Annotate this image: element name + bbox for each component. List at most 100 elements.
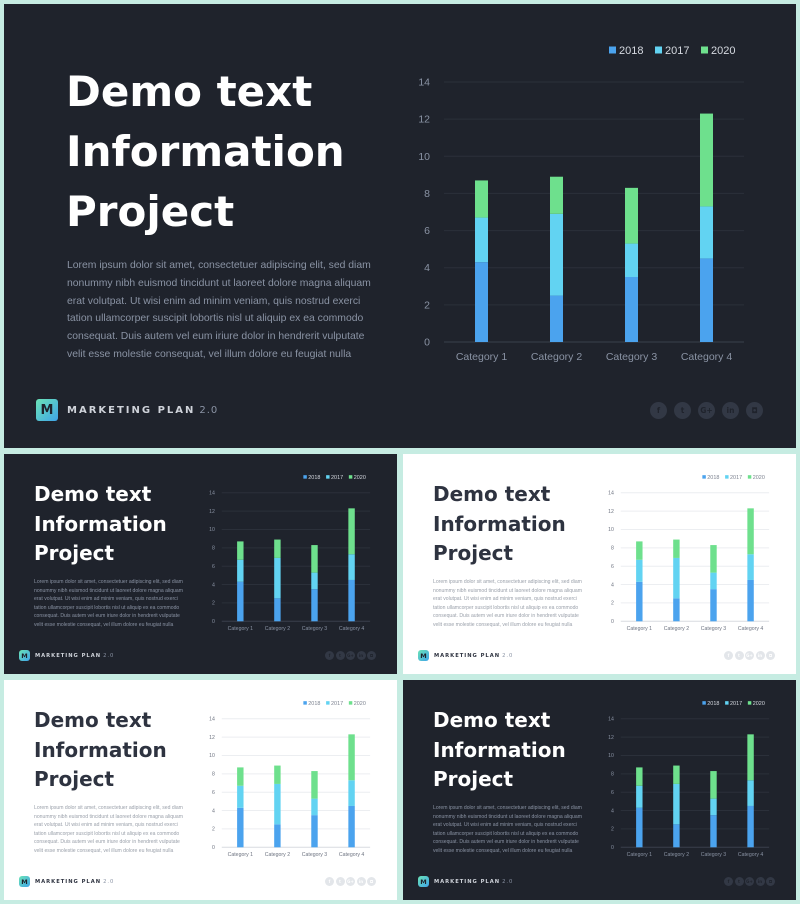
slide-title: Demo text Information Project [34, 706, 167, 795]
y-tick-label: 0 [212, 619, 215, 625]
linkedin-icon[interactable]: in [755, 877, 765, 886]
linkedin-icon[interactable]: in [356, 877, 366, 886]
legend-label: 2018 [619, 45, 643, 57]
bar-segment [747, 579, 754, 622]
bar-segment [237, 785, 244, 808]
twitter-icon[interactable]: t [734, 651, 744, 660]
google-plus-icon[interactable]: G+ [346, 651, 355, 660]
slide-thumbnail-light[interactable]: Demo text Information Project Lorem ipsu… [4, 680, 397, 900]
bar-segment [710, 815, 717, 848]
logo-icon: M [418, 876, 429, 887]
brand: M MARKETING PLAN 2.0 [36, 399, 218, 421]
y-tick-label: 6 [424, 225, 430, 237]
twitter-icon[interactable]: t [734, 877, 744, 886]
bar-chart: 0 2 4 6 8 10 12 14 Category 1 Category 2 Category … [209, 475, 371, 632]
twitter-icon[interactable]: t [335, 651, 345, 660]
x-tick-label: Category 3 [701, 852, 726, 858]
bar-segment [237, 541, 244, 560]
facebook-icon[interactable]: f [724, 651, 733, 660]
bar-segment [625, 187, 638, 244]
logo-icon: M [19, 650, 30, 661]
legend-swatch [701, 46, 708, 54]
brand-version: 2.0 [199, 404, 219, 416]
title-line: Information [433, 737, 566, 762]
bar-segment [710, 589, 717, 622]
title-line: Demo text [433, 708, 551, 732]
brand-version: 2.0 [502, 878, 514, 885]
slide-thumbnail-light[interactable]: Demo text Information Project Lorem ipsu… [403, 454, 796, 674]
bar-segment [710, 572, 717, 590]
legend-swatch [655, 46, 662, 54]
legend-swatch [702, 701, 706, 705]
brand-name: MARKETING PLAN 2.0 [434, 878, 514, 885]
body-paragraph: Lorem ipsum dolor sit amet, consectetuer… [433, 805, 582, 854]
facebook-icon[interactable]: f [650, 402, 667, 419]
legend-swatch [725, 701, 729, 705]
bar-segment [625, 243, 638, 277]
bar-segment [710, 798, 717, 816]
linkedin-icon[interactable]: in [722, 402, 739, 419]
title-line: Demo text [66, 67, 313, 116]
slide-thumbnail-dark[interactable]: Demo text Information Project Lorem ipsu… [403, 680, 796, 900]
brand-name: MARKETING PLAN 2.0 [434, 652, 514, 659]
legend-swatch [348, 475, 353, 479]
logo-icon: M [19, 876, 30, 887]
y-tick-label: 14 [209, 490, 215, 496]
legend-swatch [747, 701, 752, 705]
linkedin-icon[interactable]: in [356, 651, 366, 660]
bar-segment [625, 277, 638, 342]
google-plus-icon[interactable]: G+ [346, 877, 355, 886]
title-line: Project [66, 187, 235, 236]
y-tick-label: 8 [212, 546, 215, 552]
bar-segment [636, 767, 643, 786]
brand: M MARKETING PLAN 2.0 [418, 650, 513, 661]
bar-segment [747, 734, 754, 781]
bar-segment [673, 783, 680, 825]
instagram-icon[interactable]: ◘ [367, 877, 376, 886]
bar-segment [311, 798, 318, 816]
google-plus-icon[interactable]: G+ [745, 651, 754, 660]
title-line: Project [433, 767, 514, 791]
bar-segment [636, 559, 643, 582]
bar-segment [747, 508, 754, 555]
bar-segment [710, 771, 717, 799]
linkedin-icon[interactable]: in [755, 651, 765, 660]
google-plus-icon[interactable]: G+ [745, 877, 754, 886]
legend-label: 2018 [707, 701, 719, 707]
legend-label: 2018 [308, 701, 320, 707]
bar-segment [636, 807, 643, 848]
y-tick-label: 6 [611, 790, 614, 796]
instagram-icon[interactable]: ◘ [766, 651, 775, 660]
facebook-icon[interactable]: f [724, 877, 733, 886]
body-paragraph: Lorem ipsum dolor sit amet, consectetuer… [34, 579, 183, 628]
y-tick-label: 4 [212, 808, 215, 814]
legend-label: 2018 [308, 475, 320, 481]
slide-main: Demo text Information Project Lorem ipsu… [4, 4, 796, 448]
bar-segment [274, 765, 281, 784]
y-tick-label: 0 [611, 619, 614, 625]
y-tick-label: 8 [611, 772, 614, 778]
slide-thumbnail-dark[interactable]: Demo text Information Project Lorem ipsu… [4, 454, 397, 674]
brand: M MARKETING PLAN 2.0 [19, 650, 114, 661]
logo-icon: M [418, 650, 429, 661]
body-paragraph: Lorem ipsum dolor sit amet, consectetuer… [433, 579, 582, 628]
x-tick-label: Category 1 [627, 626, 652, 632]
instagram-icon[interactable]: ◘ [766, 877, 775, 886]
twitter-icon[interactable]: t [335, 877, 345, 886]
bar-segment [747, 554, 754, 580]
x-tick-label: Category 4 [339, 852, 364, 858]
bar-segment [348, 780, 355, 806]
twitter-icon[interactable]: t [674, 402, 691, 419]
bar-segment [636, 581, 643, 622]
x-tick-label: Category 2 [664, 852, 689, 858]
instagram-icon[interactable]: ◘ [746, 402, 763, 419]
y-tick-label: 2 [212, 827, 215, 833]
google-plus-icon[interactable]: G+ [698, 402, 715, 419]
social-links: f t G+ in ◘ [325, 651, 376, 660]
bar-segment [237, 807, 244, 848]
facebook-icon[interactable]: f [325, 877, 334, 886]
bar-segment [636, 541, 643, 560]
instagram-icon[interactable]: ◘ [367, 651, 376, 660]
facebook-icon[interactable]: f [325, 651, 334, 660]
legend-swatch [609, 46, 616, 54]
